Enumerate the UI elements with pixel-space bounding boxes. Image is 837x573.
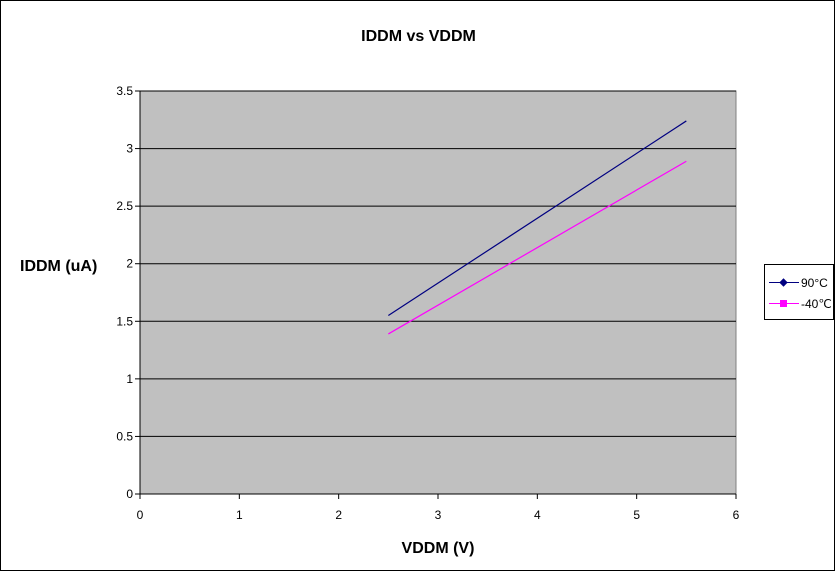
plot-background — [139, 90, 737, 495]
y-tick-label: 3 — [126, 142, 133, 156]
x-tick-label: 0 — [137, 508, 144, 522]
legend: 90°C -40℃ — [764, 264, 834, 320]
chart-title: IDDM vs VDDM — [361, 28, 476, 45]
legend-entry-series-0: 90°C — [769, 274, 828, 292]
legend-label-series-1: -40℃ — [801, 297, 832, 311]
series-line-1 — [388, 160, 687, 335]
x-tick-label: 6 — [733, 508, 740, 522]
y-tick-label: 2.5 — [116, 199, 133, 213]
legend-label-series-0: 90°C — [801, 276, 828, 290]
y-tick-label: 0 — [126, 487, 133, 501]
x-tick-label: 1 — [236, 508, 243, 522]
y-tick-label: 1.5 — [116, 314, 133, 328]
legend-swatch-series-0 — [769, 277, 799, 289]
legend-swatch-series-1 — [769, 298, 799, 310]
y-tick-label: 3.5 — [116, 84, 133, 98]
y-axis-label: IDDM (uA) — [20, 258, 98, 275]
y-tick-label: 1 — [126, 372, 133, 386]
x-tick-label: 5 — [633, 508, 640, 522]
series-line-0 — [388, 120, 687, 317]
x-tick-label: 2 — [335, 508, 342, 522]
y-tick-label: 2 — [126, 257, 133, 271]
x-tick-label: 4 — [534, 508, 541, 522]
x-axis-label: VDDM (V) — [401, 540, 475, 557]
legend-entry-series-1: -40℃ — [769, 295, 832, 313]
x-tick-label: 3 — [435, 508, 442, 522]
y-tick-label: 0.5 — [116, 429, 133, 443]
